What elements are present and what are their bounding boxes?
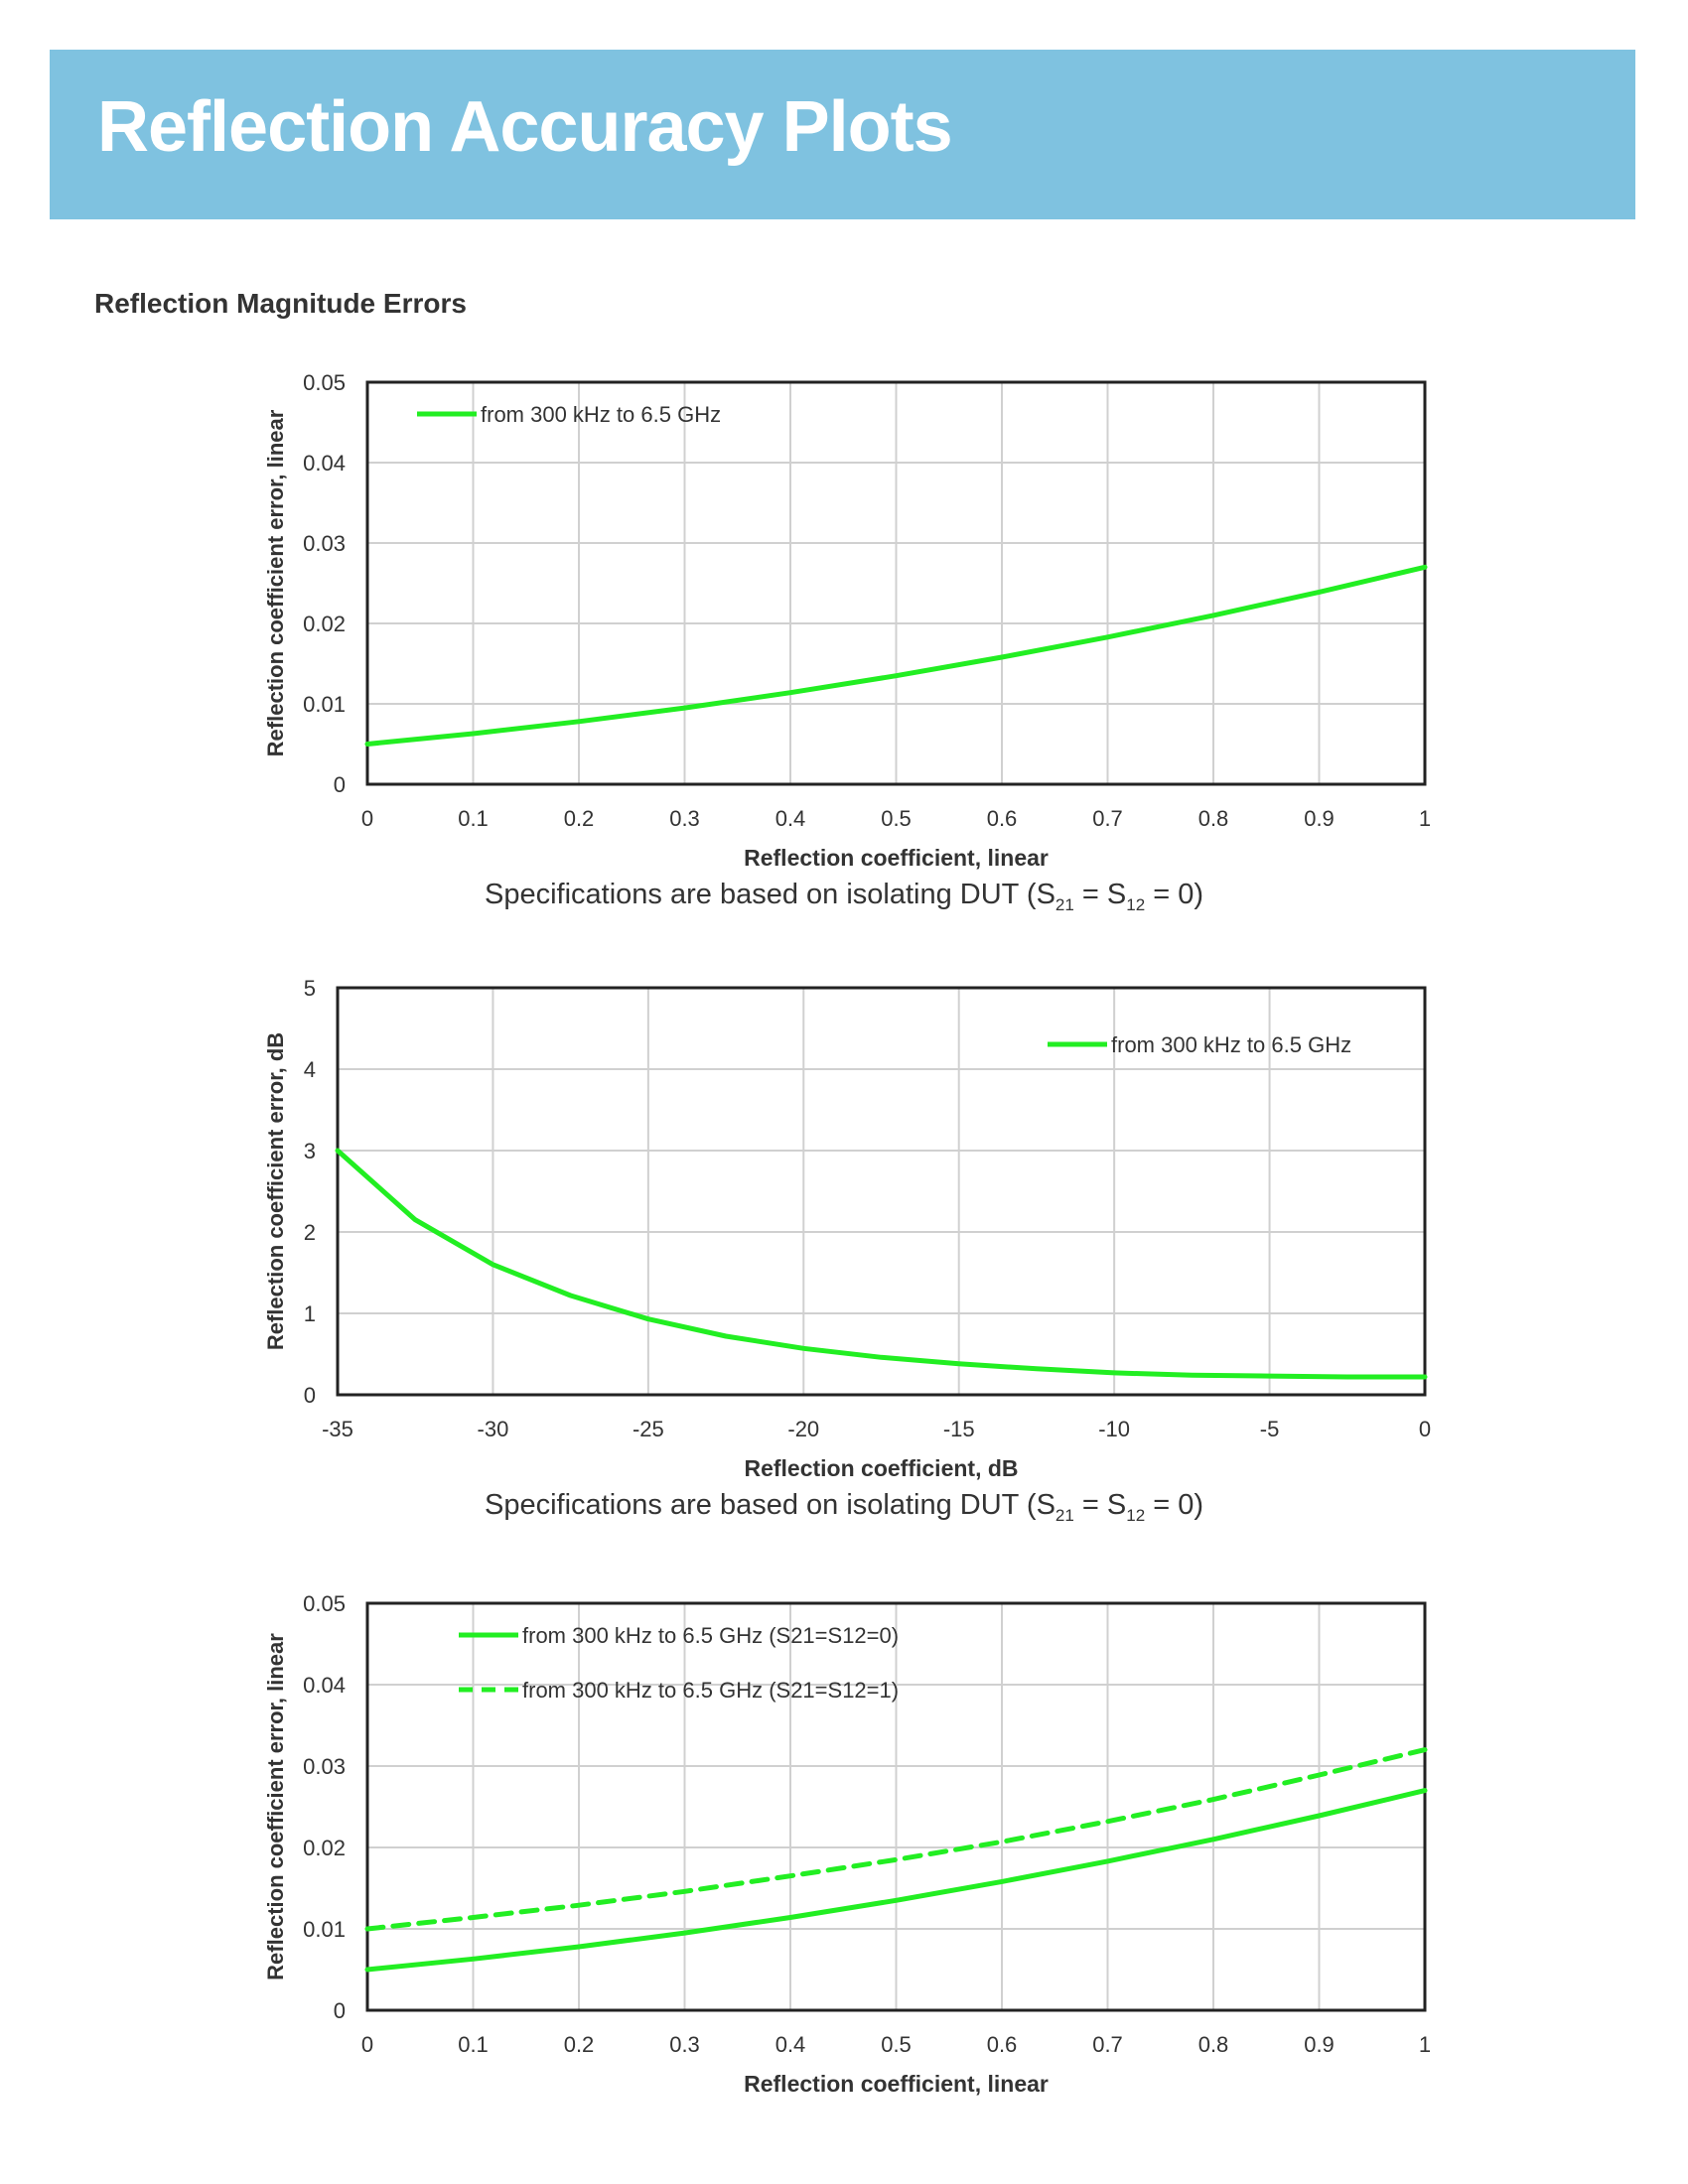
chart-magnitude-db-svg: -35 -30 -25 -20 -15 -10 -5 0 0 1 2 3 4 5 Reflection co… — [263, 976, 1431, 1481]
chart-magnitude-linear-s21-svg: 0 0.1 0.2 0.3 0.4 0.5 0.6 0.7 0.8 0.9 1 0 0.01 0.02 0.… — [263, 1591, 1431, 2097]
x-tick-label: 0.6 — [987, 806, 1018, 831]
x-axis-label: Reflection coefficient, linear — [744, 2071, 1049, 2097]
y-tick-label: 2 — [304, 1220, 316, 1245]
plot-frame — [365, 380, 1427, 786]
y-tick-label: 0.05 — [303, 1591, 346, 1616]
y-tick-label: 0.05 — [303, 370, 346, 395]
y-axis-label: Reflection coefficient error, dB — [263, 1032, 288, 1350]
y-tick-label: 0.01 — [303, 1917, 346, 1942]
x-tick-label: 0.4 — [775, 806, 806, 831]
y-tick-label: 0.02 — [303, 612, 346, 636]
x-tick-label: 0 — [361, 806, 373, 831]
y-tick-label: 0.02 — [303, 1836, 346, 1860]
x-tick-label: -25 — [633, 1417, 664, 1441]
x-axis-label: Reflection coefficient, linear — [744, 845, 1049, 871]
page-title: Reflection Accuracy Plots — [97, 87, 953, 167]
series-line — [335, 1148, 1428, 1380]
x-tick-label: 0.2 — [564, 806, 595, 831]
x-tick-label: 0 — [1419, 1417, 1431, 1441]
x-tick-label: -15 — [943, 1417, 975, 1441]
x-tick-label: 0.1 — [458, 806, 489, 831]
x-tick-label: -10 — [1098, 1417, 1130, 1441]
series-line — [364, 1788, 1428, 1973]
x-tick-label: 0.8 — [1198, 806, 1229, 831]
x-tick-label: 0.9 — [1304, 2032, 1335, 2057]
x-tick-label: 0.8 — [1198, 2032, 1229, 2057]
chart-magnitude-db: -35 -30 -25 -20 -15 -10 -5 0 0 1 2 3 4 5 Reflection co… — [0, 973, 1688, 1489]
y-tick-label: 0.04 — [303, 1673, 346, 1698]
y-tick-label: 1 — [304, 1301, 316, 1326]
x-tick-label: 0.5 — [881, 806, 912, 831]
chart-magnitude-linear-s21: 0 0.1 0.2 0.3 0.4 0.5 0.6 0.7 0.8 0.9 1 0 0.01 0.02 0.… — [0, 1583, 1688, 2119]
x-tick-label: -35 — [322, 1417, 353, 1441]
x-axis-label: Reflection coefficient, dB — [744, 1455, 1018, 1481]
x-tick-label: 1 — [1419, 806, 1431, 831]
plot-frame — [365, 1601, 1427, 2012]
x-tick-label: 0.6 — [987, 2032, 1018, 2057]
y-tick-label: 4 — [304, 1057, 316, 1082]
series-line — [364, 1747, 1428, 1932]
y-tick-label: 0 — [334, 772, 346, 797]
x-tick-label: 0.5 — [881, 2032, 912, 2057]
legend-label: from 300 kHz to 6.5 GHz (S21=S12=1) — [522, 1678, 899, 1703]
y-tick-label: 0 — [304, 1383, 316, 1408]
plot-frame — [336, 986, 1427, 1397]
chart-magnitude-linear-svg: 0 0.1 0.2 0.3 0.4 0.5 0.6 0.7 0.8 0.9 1 0 0.01 0.02 0.… — [263, 370, 1431, 871]
x-tick-label: -30 — [478, 1417, 509, 1441]
x-tick-label: 0.7 — [1092, 806, 1123, 831]
x-tick-label: 0.2 — [564, 2032, 595, 2057]
chart-caption-1: Specifications are based on isolating DU… — [484, 879, 1204, 914]
x-tick-label: 0.3 — [669, 2032, 700, 2057]
legend-label: from 300 kHz to 6.5 GHz (S21=S12=0) — [522, 1623, 899, 1648]
y-tick-label: 5 — [304, 976, 316, 1001]
y-axis-label: Reflection coefficient error, linear — [263, 1633, 288, 1980]
title-banner: Reflection Accuracy Plots — [50, 50, 1635, 219]
x-tick-label: -20 — [787, 1417, 819, 1441]
chart-caption-2: Specifications are based on isolating DU… — [484, 1489, 1204, 1525]
y-axis-label: Reflection coefficient error, linear — [263, 409, 288, 756]
legend-label: from 300 kHz to 6.5 GHz — [481, 402, 721, 427]
chart-magnitude-linear: 0 0.1 0.2 0.3 0.4 0.5 0.6 0.7 0.8 0.9 1 0 0.01 0.02 0.… — [0, 362, 1688, 879]
x-tick-label: 0.4 — [775, 2032, 806, 2057]
series-line — [364, 564, 1428, 747]
x-tick-label: 0.7 — [1092, 2032, 1123, 2057]
x-tick-label: -5 — [1260, 1417, 1280, 1441]
y-tick-label: 0.03 — [303, 1754, 346, 1779]
section-title: Reflection Magnitude Errors — [94, 288, 467, 319]
y-tick-label: 0.04 — [303, 451, 346, 476]
x-tick-label: 0.3 — [669, 806, 700, 831]
legend-label: from 300 kHz to 6.5 GHz — [1111, 1032, 1351, 1057]
y-tick-label: 0 — [334, 1998, 346, 2023]
x-tick-label: 0.9 — [1304, 806, 1335, 831]
x-tick-label: 0 — [361, 2032, 373, 2057]
x-tick-label: 0.1 — [458, 2032, 489, 2057]
x-tick-label: 1 — [1419, 2032, 1431, 2057]
y-tick-label: 0.01 — [303, 692, 346, 717]
y-tick-label: 0.03 — [303, 531, 346, 556]
y-tick-label: 3 — [304, 1139, 316, 1163]
